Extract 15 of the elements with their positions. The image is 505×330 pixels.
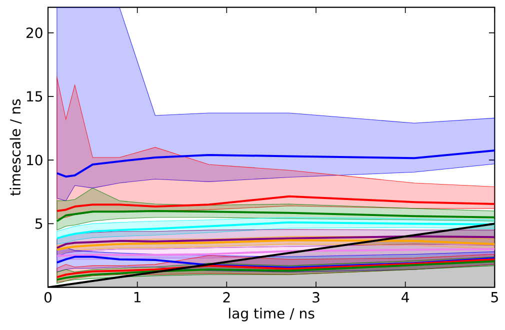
y-tick-label: 10 [27, 154, 42, 166]
x-tick-label: 0 [44, 292, 52, 303]
x-tick-label: 4 [402, 292, 409, 302]
line-series [56, 150, 495, 178]
x-tick-label: 5 [491, 292, 498, 302]
x-tick-label: 2 [223, 292, 230, 302]
y-tick-label: 15 [27, 91, 42, 102]
x-axis-title: lag time / ns [229, 308, 314, 322]
y-tick-label: 5 [35, 218, 42, 229]
x-tick-label: 3 [312, 292, 320, 303]
line-series [56, 239, 495, 251]
y-tick-label: 20 [26, 27, 42, 38]
y-axis-title: timescale / ns [10, 99, 22, 196]
x-tick-label: 1 [134, 292, 140, 302]
line-series [56, 195, 495, 212]
